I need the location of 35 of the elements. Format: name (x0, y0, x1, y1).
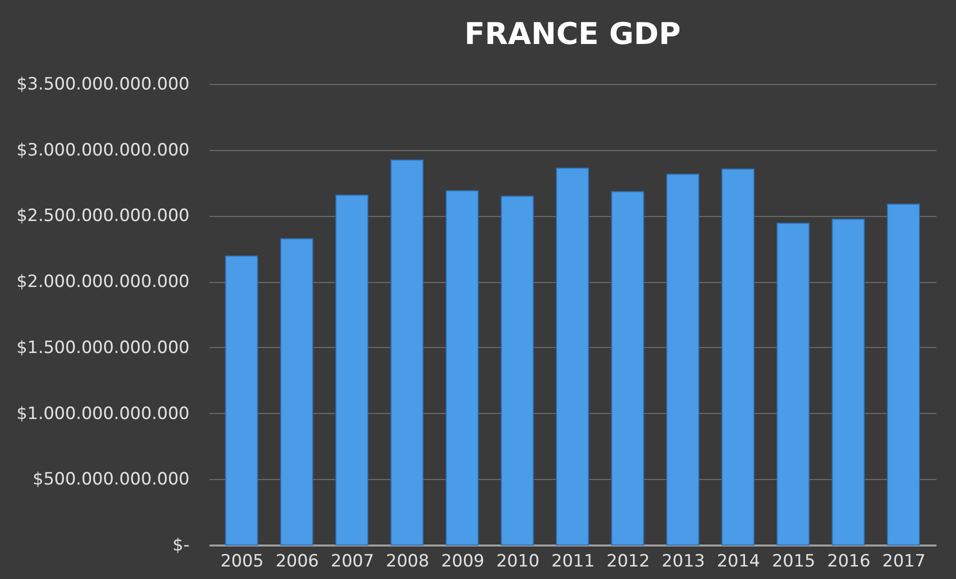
x-tick-label: 2010 (496, 552, 540, 572)
x-tick-label: 2016 (827, 552, 870, 572)
x-tick-label: 2015 (772, 552, 816, 572)
bar (335, 194, 368, 546)
y-tick-label: $2.000.000.000.000 (16, 272, 190, 292)
bar (390, 160, 424, 546)
x-tick-label: 2005 (220, 552, 264, 572)
y-tick-label: $- (172, 536, 190, 556)
chart-title: FRANCE GDP (464, 17, 681, 52)
bar (500, 196, 534, 546)
y-tick-label: $500.000.000.000 (32, 470, 190, 490)
x-tick-label: 2006 (276, 552, 319, 572)
y-tick-label: $2.500.000.000.000 (16, 206, 190, 226)
bar (556, 168, 589, 546)
bar (225, 256, 258, 546)
x-tick-label: 2014 (716, 552, 760, 572)
x-tick-label: 2013 (662, 552, 705, 572)
x-tick-label: 2008 (386, 552, 430, 572)
bar (832, 218, 865, 546)
x-tick-label: 2011 (551, 552, 595, 572)
y-tick-label: $3.000.000.000.000 (16, 140, 190, 160)
y-tick-label: $3.500.000.000.000 (16, 74, 190, 94)
bar (721, 168, 754, 546)
bar (666, 174, 700, 546)
bar (611, 191, 644, 546)
x-tick-label: 2009 (441, 552, 484, 572)
x-tick-label: 2007 (330, 552, 374, 572)
x-tick-label: 2012 (606, 552, 650, 572)
x-tick-label: 2017 (882, 552, 926, 572)
bar (280, 238, 314, 546)
bar (776, 222, 810, 546)
bar (446, 190, 479, 546)
y-tick-label: $1.000.000.000.000 (16, 404, 190, 424)
y-tick-label: $1.500.000.000.000 (16, 338, 190, 358)
bar (886, 204, 920, 546)
